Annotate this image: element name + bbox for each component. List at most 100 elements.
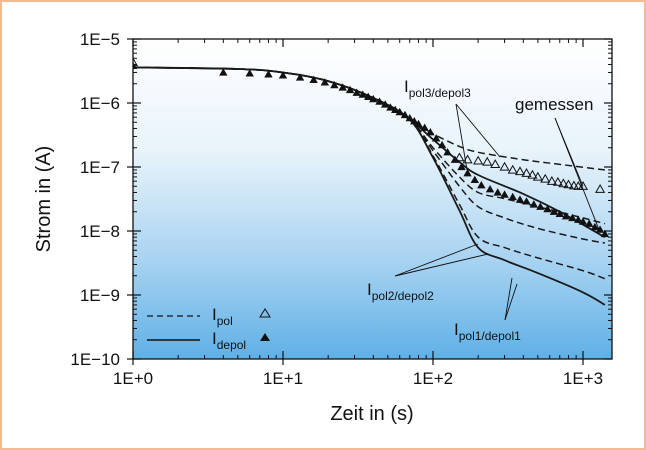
data-point-depol-5 <box>295 73 305 81</box>
data-point-depol-24 <box>420 123 429 131</box>
data-point-depol-12 <box>358 90 367 98</box>
data-point-depol-14 <box>369 94 378 103</box>
legend-marker-filled-triangle <box>260 333 270 341</box>
series-line-4 <box>133 66 606 244</box>
data-point-depol-13 <box>364 92 373 100</box>
data-point-depol-9 <box>338 83 347 91</box>
annotation-gemessen: gemessen <box>515 95 593 114</box>
y-tick-label-1e-9: 1E−9 <box>80 286 120 305</box>
data-point-depol-43 <box>549 207 559 215</box>
data-point-pol-10 <box>527 169 538 179</box>
data-point-depol-7 <box>320 78 330 86</box>
annotation-pointer-0 <box>455 103 501 158</box>
y-tick-label-1e-6: 1E−6 <box>80 94 120 113</box>
data-point-depol-48 <box>578 217 588 225</box>
data-point-depol-10 <box>345 85 355 94</box>
markers-group <box>133 57 610 238</box>
data-point-depol-46 <box>568 213 577 222</box>
data-point-depol-40 <box>529 200 539 208</box>
y-tick-label-1e-10: 1E−10 <box>70 350 120 369</box>
data-point-pol-11 <box>532 171 543 181</box>
data-point-depol-19 <box>395 107 404 116</box>
data-point-depol-36 <box>500 190 509 198</box>
data-point-depol-45 <box>561 212 571 220</box>
annotation-pointer-1 <box>455 103 468 171</box>
x-tick-label-1e2: 1E+2 <box>413 369 453 388</box>
data-point-depol-11 <box>352 88 361 96</box>
series-line-3 <box>133 66 606 225</box>
data-point-pol-14 <box>552 176 563 186</box>
data-point-depol-26 <box>431 134 441 142</box>
data-point-depol-30 <box>457 162 466 171</box>
data-point-depol-51 <box>595 225 605 233</box>
data-point-pol-3 <box>473 155 484 165</box>
data-point-pol-7 <box>507 164 518 174</box>
y-tick-label-1e-5: 1E−5 <box>80 30 120 49</box>
data-point-depol-27 <box>437 140 447 149</box>
data-point-depol-23 <box>414 119 423 128</box>
data-point-depol-47 <box>574 215 583 223</box>
data-point-depol-21 <box>405 113 414 122</box>
data-point-depol-35 <box>493 188 502 196</box>
data-point-depol-3 <box>264 70 273 78</box>
data-point-depol-20 <box>400 110 410 119</box>
axis-ticks <box>127 38 612 365</box>
data-point-depol-28 <box>443 148 452 156</box>
legend: Ipol Idepol <box>147 305 271 352</box>
data-point-pol-8 <box>514 166 526 176</box>
annotation-pointer-7 <box>504 277 513 321</box>
annotation-pol2-depol2: Ipol2/depol2 <box>367 280 434 303</box>
x-tick-label-1e0: 1E+0 <box>113 369 153 388</box>
data-point-depol-31 <box>463 169 472 177</box>
data-point-depol-32 <box>470 175 480 183</box>
data-point-depol-15 <box>375 97 384 105</box>
data-point-depol-38 <box>515 195 525 203</box>
data-point-pol-20 <box>595 183 606 193</box>
data-point-depol-1 <box>219 68 228 76</box>
data-point-depol-29 <box>450 155 460 163</box>
data-point-pol-4 <box>482 156 493 166</box>
data-point-pol-16 <box>563 179 574 189</box>
annotation-pointer-4 <box>394 243 479 277</box>
data-point-depol-41 <box>536 202 545 210</box>
series-line-5 <box>133 66 606 280</box>
y-axis-title: Strom in (A) <box>33 146 55 253</box>
data-point-depol-2 <box>245 69 254 77</box>
data-point-depol-39 <box>522 197 531 205</box>
data-point-depol-4 <box>278 71 288 79</box>
data-point-pol-12 <box>540 173 551 183</box>
data-point-pol-1 <box>454 152 465 162</box>
legend-label-pol: Ipol <box>212 305 233 328</box>
data-point-depol-8 <box>330 80 339 89</box>
data-point-depol-16 <box>380 100 390 108</box>
series-line-6 <box>133 66 606 306</box>
data-point-depol-50 <box>590 222 600 231</box>
data-point-depol-0 <box>133 61 138 70</box>
legend-marker-open-triangle <box>259 308 271 318</box>
plot-background <box>133 39 612 359</box>
data-point-depol-49 <box>585 219 594 227</box>
data-point-depol-37 <box>508 192 517 201</box>
data-point-depol-17 <box>386 103 395 111</box>
data-point-depol-42 <box>543 204 552 213</box>
y-tick-label-1e-8: 1E−8 <box>80 222 120 241</box>
annotation-pointer-5 <box>394 253 489 277</box>
data-point-depol-33 <box>477 180 486 189</box>
data-point-pol-9 <box>521 167 532 177</box>
data-point-depol-22 <box>410 116 419 125</box>
plot-border <box>132 38 613 360</box>
data-point-depol-18 <box>391 105 400 114</box>
data-point-depol-34 <box>485 184 495 193</box>
data-point-depol-25 <box>426 127 435 136</box>
x-tick-label-1e1: 1E+1 <box>263 369 303 388</box>
x-axis-title: Zeit in (s) <box>330 403 413 425</box>
data-point-pol-5 <box>490 159 501 169</box>
data-point-pol-6 <box>499 161 510 171</box>
data-point-pol-13 <box>546 175 557 185</box>
data-point-pol-15 <box>558 178 569 188</box>
data-point-depol-44 <box>555 209 564 218</box>
legend-label-depol: Idepol <box>212 329 246 352</box>
